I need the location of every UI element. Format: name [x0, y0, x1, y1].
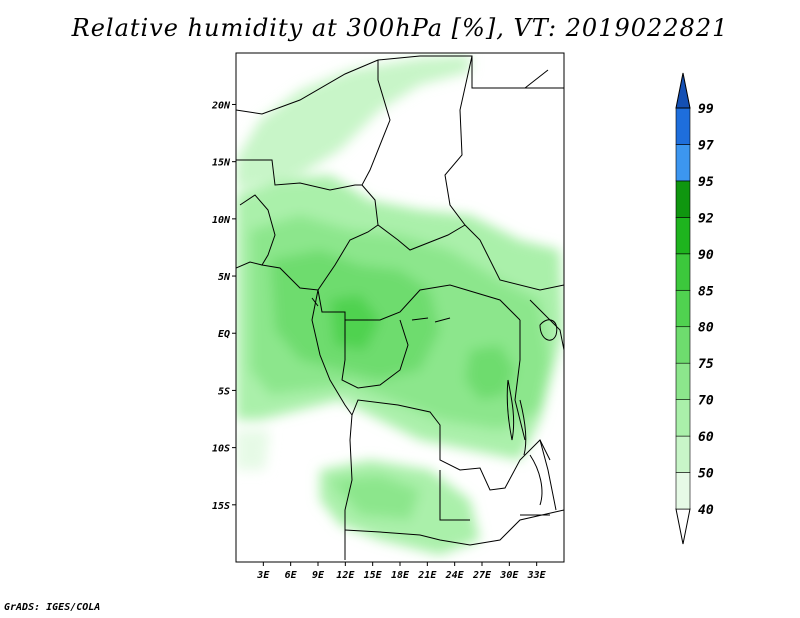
- lon-tick-label: 9E: [312, 570, 325, 581]
- colorbar-segment: [675, 144, 691, 182]
- lat-tick-label: 5S: [218, 386, 230, 397]
- colorbar: 40 50 60 70 75 80 85 90 92 95 97 99: [675, 72, 714, 545]
- lon-tick-label: 6E: [285, 570, 298, 581]
- colorbar-label: 70: [698, 394, 714, 409]
- colorbar-segment: [675, 435, 691, 473]
- colorbar-segment: [675, 217, 691, 255]
- colorbar-label: 99: [698, 102, 714, 117]
- colorbar-under-triangle: [675, 508, 691, 545]
- colorbar-label: 60: [698, 430, 714, 445]
- colorbar-label: 90: [698, 248, 714, 263]
- colorbar-label: 75: [698, 357, 714, 372]
- colorbar-segment: [675, 399, 691, 437]
- colorbar-label: 50: [698, 467, 714, 482]
- colorbar-label: 92: [698, 211, 714, 226]
- lon-tick-label: 12E: [336, 570, 355, 581]
- colorbar-label: 85: [698, 284, 714, 299]
- country-borders: [236, 55, 564, 560]
- colorbar-segment: [675, 253, 691, 291]
- colorbar-over-triangle: [675, 72, 691, 109]
- lat-tick-label: 10N: [212, 215, 231, 226]
- colorbar-label: 95: [698, 175, 714, 190]
- lat-tick-label: 15N: [212, 158, 231, 169]
- colorbar-segment: [675, 289, 691, 328]
- lon-tick-label: 24E: [445, 570, 465, 581]
- longitude-axis: 3E 6E 9E 12E 15E 18E 21E 24E 27E 30E 33E: [256, 562, 547, 581]
- map-title: Relative humidity at 300hPa [%], VT: 201…: [71, 14, 729, 42]
- humidity-field: [236, 55, 564, 555]
- colorbar-segment: [675, 180, 691, 218]
- colorbar-label: 40: [698, 503, 714, 518]
- lon-tick-label: 27E: [472, 570, 492, 581]
- latitude-axis: 20N 15N 10N 5N EQ 5S 10S 15S: [211, 100, 236, 512]
- lon-tick-label: 33E: [527, 570, 547, 581]
- lon-tick-label: 30E: [499, 570, 519, 581]
- lakes: [311, 297, 558, 516]
- lon-tick-label: 3E: [256, 570, 270, 581]
- credit-text: GrADS: IGES/COLA: [4, 602, 101, 613]
- lat-tick-label: 15S: [212, 501, 230, 512]
- lat-tick-label: 10S: [212, 444, 230, 455]
- colorbar-segment: [675, 326, 691, 364]
- lon-tick-label: 18E: [391, 570, 410, 581]
- lat-tick-label: 20N: [211, 100, 231, 111]
- lat-tick-label: 5N: [218, 272, 231, 283]
- colorbar-segment: [675, 107, 691, 145]
- colorbar-segment: [675, 472, 691, 510]
- lat-tick-label: EQ: [218, 329, 230, 340]
- colorbar-label: 97: [698, 138, 714, 153]
- colorbar-label: 80: [698, 321, 714, 336]
- colorbar-segment: [675, 362, 691, 400]
- lon-tick-label: 15E: [364, 570, 383, 581]
- lon-tick-label: 21E: [417, 570, 437, 581]
